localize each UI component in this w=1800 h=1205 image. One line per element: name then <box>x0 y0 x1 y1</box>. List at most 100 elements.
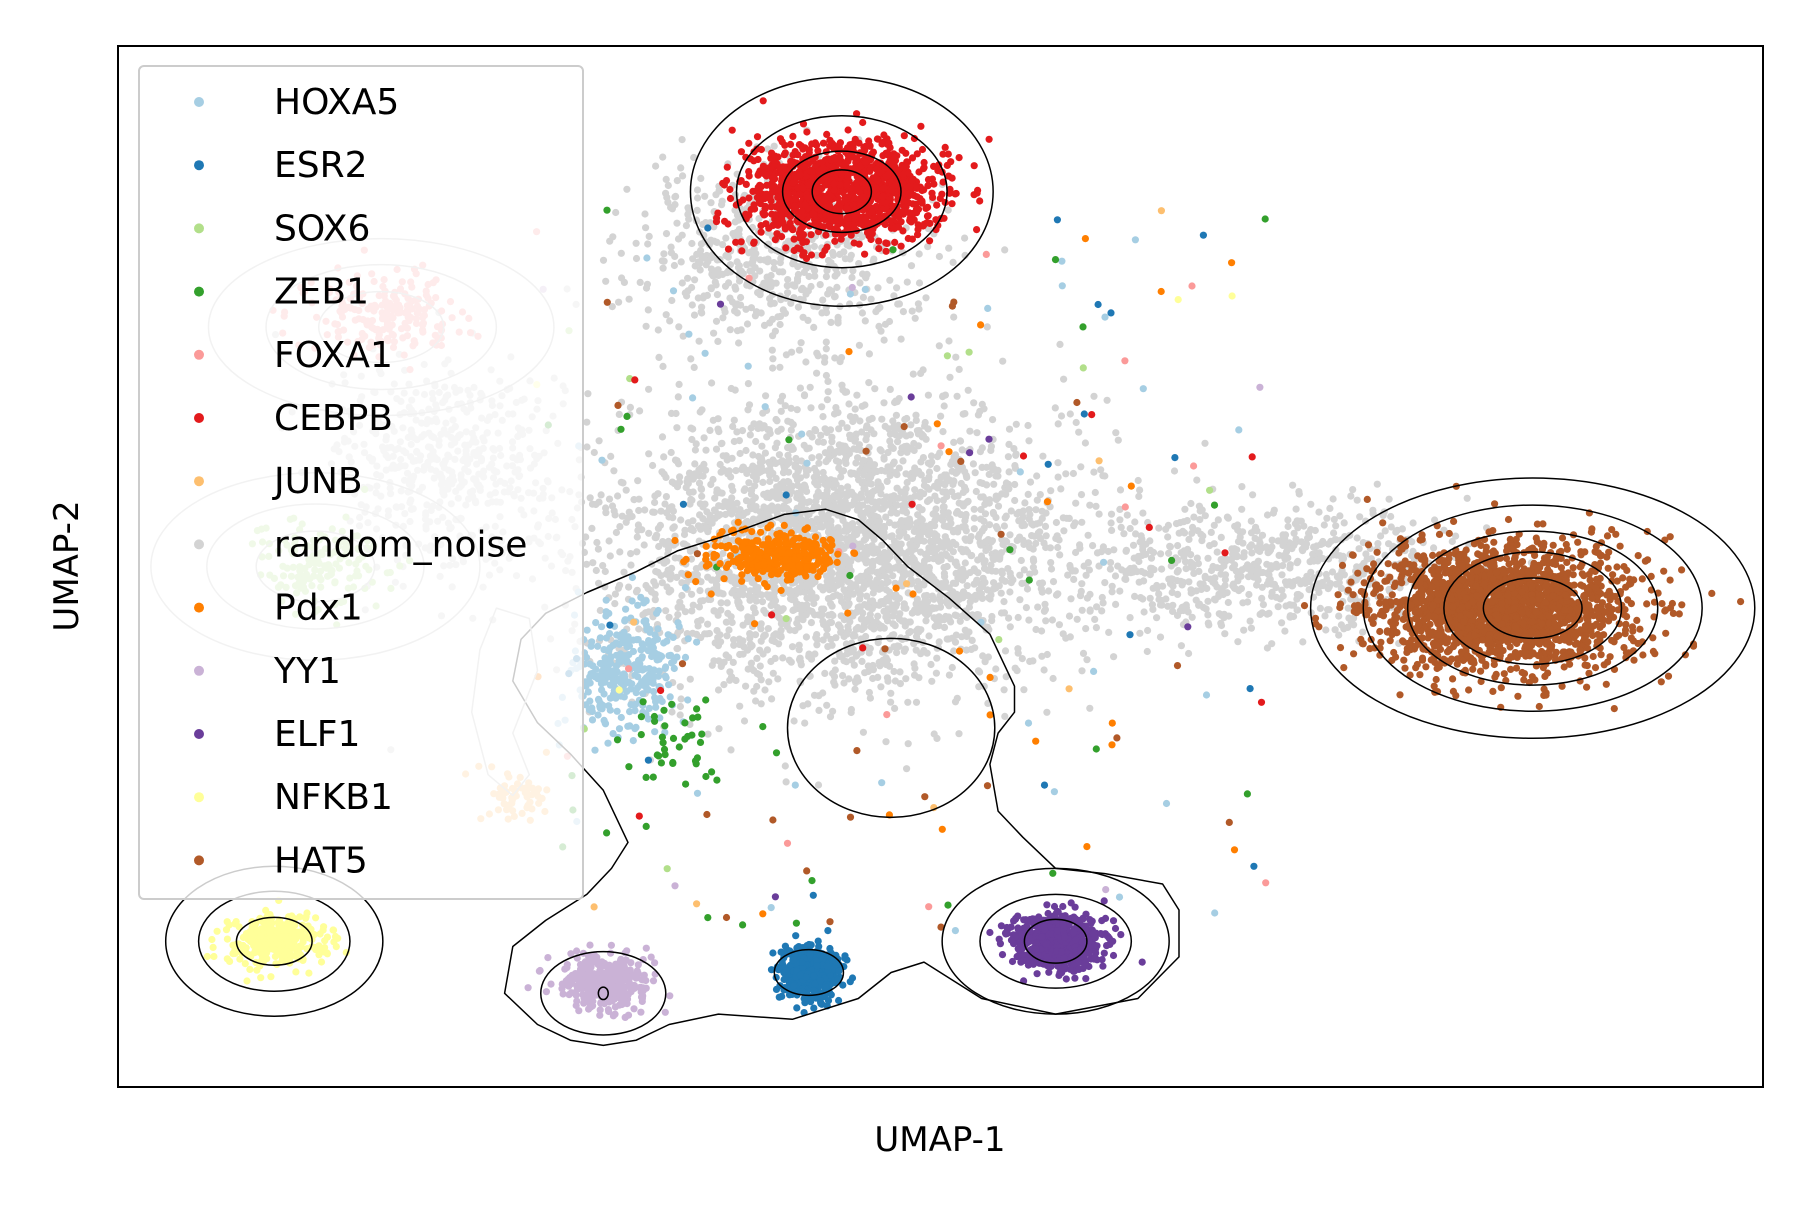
point-random-noise <box>1024 490 1032 498</box>
point-random-noise <box>674 393 682 401</box>
point-random-noise <box>701 192 709 200</box>
point-random-noise <box>688 239 696 248</box>
point-random-noise <box>811 611 819 619</box>
point-random-noise <box>693 186 702 194</box>
point-random-noise <box>670 480 679 488</box>
point-random-noise <box>748 578 756 587</box>
point-random-noise <box>670 523 678 531</box>
point-random-noise <box>968 636 976 645</box>
point-random-noise <box>713 489 722 497</box>
point-random-noise <box>1107 510 1116 518</box>
point-random-noise <box>1267 562 1275 570</box>
point-random-noise <box>843 590 852 598</box>
point-random-noise <box>927 537 935 546</box>
point-random-noise <box>1168 588 1176 597</box>
point-random-noise <box>839 386 847 394</box>
point-random-noise <box>748 593 756 602</box>
point-random-noise <box>664 571 673 579</box>
point-random-noise <box>797 658 805 666</box>
point-random-noise <box>1262 543 1270 551</box>
point-random-noise <box>849 632 858 640</box>
point-random-noise <box>609 233 617 241</box>
point-random-noise <box>1335 612 1343 620</box>
point-random-noise <box>599 256 608 264</box>
point-random-noise <box>687 495 695 503</box>
point-random-noise <box>615 298 623 306</box>
point-random-noise <box>1004 565 1012 573</box>
point-random-noise <box>1005 614 1013 622</box>
point-random-noise <box>837 354 846 362</box>
point-random-noise <box>851 685 859 693</box>
point-random-noise <box>970 580 978 588</box>
point-random-noise <box>592 566 600 575</box>
point-random-noise <box>615 410 623 418</box>
point-random-noise <box>902 675 910 683</box>
point-random-noise <box>643 280 652 288</box>
point-random-noise <box>869 674 877 683</box>
point-random-noise <box>691 460 699 468</box>
point-random-noise <box>690 311 699 319</box>
point-random-noise <box>611 600 619 608</box>
point-random-noise <box>863 592 871 600</box>
point-random-noise <box>935 638 943 646</box>
point-random-noise <box>899 617 907 625</box>
point-random-noise <box>682 484 690 492</box>
point-random-noise <box>1040 666 1048 674</box>
point-random-noise <box>880 399 888 407</box>
point-random-noise <box>1247 517 1255 525</box>
point-random-noise <box>726 326 734 334</box>
point-random-noise <box>979 574 987 582</box>
point-random-noise <box>744 406 752 414</box>
point-random-noise <box>752 437 760 446</box>
point-random-noise <box>697 174 705 182</box>
point-random-noise <box>661 500 669 508</box>
point-random-noise <box>625 508 633 516</box>
point-random-noise <box>1106 565 1114 573</box>
point-random-noise <box>673 424 681 432</box>
point-random-noise <box>1217 611 1226 619</box>
point-random-noise <box>880 522 888 531</box>
point-random-noise <box>1217 533 1225 542</box>
point-random-noise <box>618 274 626 282</box>
point-random-noise <box>1054 420 1062 428</box>
point-random-noise <box>813 369 821 377</box>
point-random-noise <box>941 481 949 489</box>
point-random-noise <box>1107 519 1115 527</box>
point-random-noise <box>1026 657 1034 666</box>
point-random-noise <box>800 582 809 590</box>
point-random-noise <box>847 470 855 478</box>
point-random-noise <box>1047 559 1055 567</box>
point-random-noise <box>1037 585 1045 593</box>
point-random-noise <box>1298 545 1306 554</box>
point-random-noise <box>672 192 680 200</box>
point-random-noise <box>1207 528 1215 537</box>
point-random-noise <box>838 573 846 581</box>
point-random-noise <box>917 515 925 523</box>
point-random-noise <box>832 265 840 273</box>
point-random-noise <box>1162 525 1170 533</box>
point-random-noise <box>1114 562 1122 570</box>
point-random-noise <box>602 277 610 285</box>
point-random-noise <box>859 456 867 464</box>
point-random-noise <box>678 231 686 239</box>
point-random-noise <box>878 622 886 630</box>
point-random-noise <box>817 515 825 523</box>
point-random-noise <box>739 621 747 629</box>
point-random-noise <box>885 425 893 433</box>
point-random-noise <box>808 454 816 462</box>
point-random-noise <box>750 604 758 612</box>
point-random-noise <box>887 698 895 706</box>
point-random-noise <box>684 519 693 527</box>
point-random-noise <box>874 485 883 493</box>
point-random-noise <box>824 595 833 603</box>
point-random-noise <box>969 460 978 468</box>
point-random-noise <box>826 520 834 529</box>
point-random-noise <box>874 284 882 292</box>
point-random-noise <box>1001 712 1009 721</box>
point-random-noise <box>902 470 910 478</box>
point-random-noise <box>750 667 758 675</box>
point-random-noise <box>751 494 759 502</box>
point-random-noise <box>668 503 676 511</box>
point-random-noise <box>677 695 685 703</box>
